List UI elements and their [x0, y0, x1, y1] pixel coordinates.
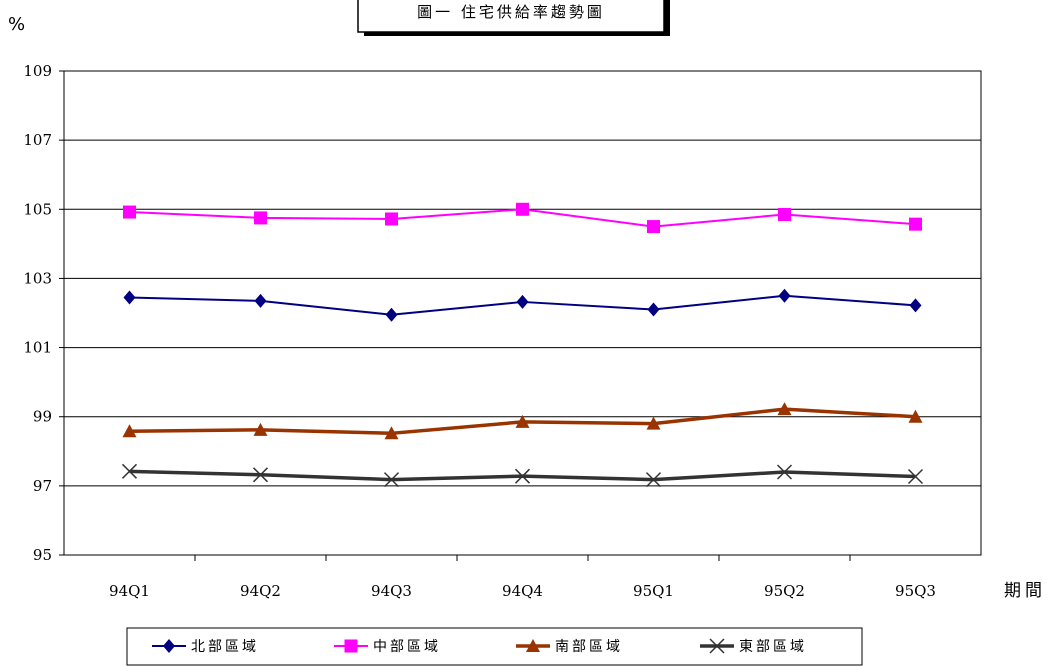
legend-marker [526, 639, 540, 652]
chart-title-box: 圖一 住宅供給率趨勢圖 [357, 0, 670, 36]
data-point [776, 464, 793, 480]
data-point [123, 205, 136, 219]
data-point [646, 416, 661, 430]
legend-marker [163, 639, 175, 653]
y-axis-label: % [8, 14, 25, 35]
chart-title: 圖一 住宅供給率趨勢圖 [417, 3, 605, 21]
series-2 [123, 202, 922, 234]
data-point [121, 463, 138, 479]
data-point [908, 409, 923, 423]
y-axis: 95 97 99 101 103 105 107 109 [23, 62, 64, 564]
x-tick-label: 95Q3 [895, 582, 936, 600]
x-tick-label: 94Q4 [502, 582, 543, 600]
series-group [121, 202, 924, 488]
gridlines [64, 139, 981, 487]
y-tick-label: 97 [33, 477, 52, 495]
plot-area [63, 70, 982, 556]
data-point [777, 402, 792, 416]
data-point [516, 294, 529, 309]
x-tick-label: 95Q1 [633, 582, 674, 600]
legend-label: 北部區域 [191, 639, 259, 655]
x-tick-label: 94Q3 [371, 582, 412, 600]
legend: 北部區域 中部區域 南部區域 東部區域 [152, 638, 807, 655]
legend-item: 南部區域 [516, 639, 623, 655]
series-3 [122, 402, 923, 440]
data-point [385, 212, 398, 226]
data-point [647, 220, 660, 234]
data-point [516, 202, 529, 216]
legend-item: 東部區域 [700, 638, 807, 655]
legend-label: 南部區域 [555, 639, 623, 655]
legend-marker [709, 638, 725, 654]
data-point [645, 472, 662, 488]
data-point [253, 422, 268, 436]
series-4 [121, 463, 924, 488]
data-point [647, 302, 660, 317]
data-point [384, 426, 399, 440]
x-tick-label: 94Q1 [109, 582, 150, 600]
legend-label: 中部區域 [373, 639, 441, 655]
data-point [123, 290, 136, 305]
y-tick-label: 107 [23, 131, 52, 149]
legend-item: 中部區域 [334, 639, 441, 655]
x-axis-label: 期間 [1004, 581, 1046, 601]
y-tick-label: 101 [23, 339, 52, 357]
legend-box [126, 627, 863, 666]
data-point [515, 414, 530, 428]
data-point [385, 307, 398, 322]
data-point [254, 211, 267, 225]
y-tick-label: 103 [23, 269, 52, 287]
series-1 [123, 288, 922, 322]
y-tick-label: 95 [33, 546, 52, 564]
y-tick-label: 99 [33, 408, 52, 426]
data-point [778, 288, 791, 303]
data-point [254, 293, 267, 308]
y-tick-label: 109 [23, 62, 52, 80]
data-point [778, 207, 791, 221]
x-tick-label: 95Q2 [764, 582, 805, 600]
data-point [252, 467, 269, 483]
data-point [909, 217, 922, 231]
data-point [122, 424, 137, 438]
data-point [514, 468, 531, 484]
y-tick-label: 105 [23, 200, 52, 218]
data-point [383, 472, 400, 488]
legend-item: 北部區域 [152, 639, 259, 655]
legend-marker [344, 639, 358, 653]
data-point [907, 468, 924, 485]
x-tick-label: 94Q2 [240, 582, 281, 600]
legend-label: 東部區域 [739, 639, 807, 655]
data-point [909, 298, 922, 313]
x-axis: 94Q1 94Q2 94Q3 94Q4 95Q1 95Q2 95Q3 [109, 555, 936, 600]
